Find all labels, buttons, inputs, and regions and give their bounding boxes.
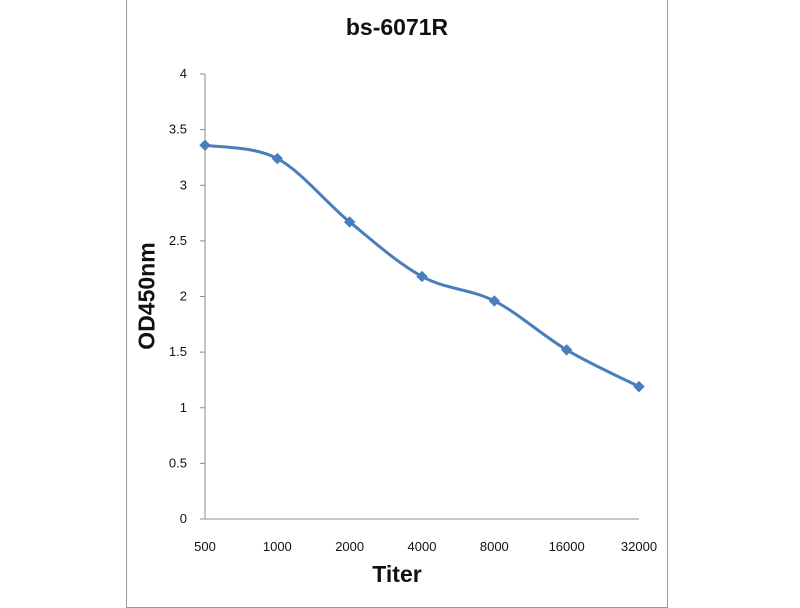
data-point-marker xyxy=(199,139,211,151)
data-point-marker xyxy=(416,270,428,283)
y-tick-label: 3.5 xyxy=(169,122,187,137)
x-tick-label: 2000 xyxy=(335,539,364,554)
chart-title: bs-6071R xyxy=(345,14,449,40)
series-line xyxy=(203,143,641,389)
x-tick-label: 500 xyxy=(194,539,216,554)
data-point-marker xyxy=(560,344,573,356)
x-tick-label: 16000 xyxy=(549,539,585,554)
y-tick-label: 2.5 xyxy=(169,233,187,248)
chart-area xyxy=(126,0,668,608)
y-tick-label: 1.5 xyxy=(169,344,187,359)
y-tick-label: 2 xyxy=(180,289,187,304)
y-tick-label: 4 xyxy=(180,66,187,81)
x-tick-label: 1000 xyxy=(263,539,292,554)
data-point-marker xyxy=(488,295,501,307)
data-point-marker xyxy=(343,216,356,228)
y-tick-label: 1 xyxy=(180,400,187,415)
data-point-marker xyxy=(633,380,645,393)
x-tick-label: 4000 xyxy=(408,539,437,554)
x-axis-title: Titer xyxy=(372,561,422,587)
y-tick-label: 0 xyxy=(180,511,187,526)
data-point-marker xyxy=(271,152,284,165)
y-tick-label: 3 xyxy=(180,177,187,192)
x-tick-label: 32000 xyxy=(621,539,657,554)
x-tick-label: 8000 xyxy=(480,539,509,554)
y-tick-label: 0.5 xyxy=(169,455,187,470)
